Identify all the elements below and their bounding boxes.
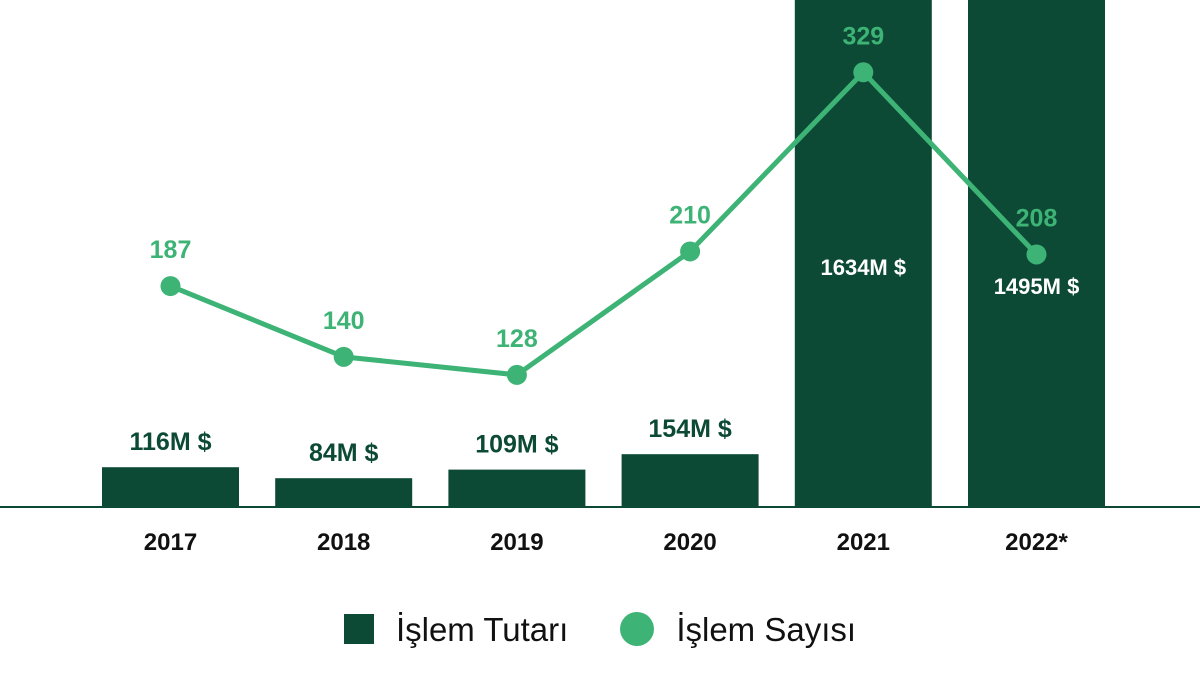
combo-chart: 116M $ 84M $ 109M $ 154M $ 1634M $ 1495M $ 187… (0, 0, 1200, 556)
legend-label-line: İşlem Sayısı (676, 610, 857, 648)
legend: İşlem Tutarı İşlem Sayısı (0, 612, 1200, 646)
bar-2017 (102, 467, 239, 507)
line-point-2021 (853, 62, 874, 83)
line-point-2018 (333, 346, 354, 367)
line-label-2021: 329 (842, 22, 884, 50)
x-tick-labels: 2017 2018 2019 2020 2021 2022* (144, 529, 1069, 556)
legend-square-icon (343, 614, 374, 644)
bar-label-2019: 109M $ (475, 431, 558, 459)
x-tick-2022*: 2022* (1005, 529, 1068, 556)
bar-2018 (275, 478, 413, 507)
legend-item-bar: İşlem Tutarı (343, 610, 569, 648)
bar-label-2017: 116M $ (129, 428, 211, 456)
x-tick-2019: 2019 (490, 529, 543, 556)
line-path (169, 69, 1039, 378)
bar-label-2021: 1634M $ (820, 255, 906, 280)
line-point-2020 (680, 241, 701, 262)
line-label-2022*: 208 (1016, 204, 1058, 232)
line-point-2019 (506, 364, 527, 385)
line-label-2019: 128 (496, 325, 538, 353)
line-series (160, 62, 1047, 385)
bar-label-2018: 84M $ (309, 439, 379, 467)
legend-circle-icon (620, 612, 655, 646)
x-tick-2017: 2017 (144, 529, 197, 556)
bar-2019 (448, 469, 586, 507)
bar-label-2022*: 1495M $ (994, 274, 1080, 299)
x-tick-2020: 2020 (663, 529, 716, 556)
bar-2020 (621, 454, 759, 507)
value-labels: 116M $ 84M $ 109M $ 154M $ 1634M $ 1495M $ 187… (129, 22, 1079, 467)
bar-2021 (794, 0, 932, 507)
legend-label-bar: İşlem Tutarı (395, 610, 569, 648)
legend-item-line: İşlem Sayısı (620, 612, 856, 646)
line-label-2020: 210 (669, 201, 711, 229)
bar-label-2020: 154M $ (648, 415, 731, 443)
x-tick-2018: 2018 (317, 529, 370, 556)
x-tick-2021: 2021 (837, 529, 890, 556)
line-label-2017: 187 (150, 236, 192, 264)
line-point-2022* (1026, 244, 1047, 265)
line-label-2018: 140 (323, 307, 365, 335)
line-point-2017 (160, 276, 181, 297)
bar-series (102, 0, 1105, 507)
